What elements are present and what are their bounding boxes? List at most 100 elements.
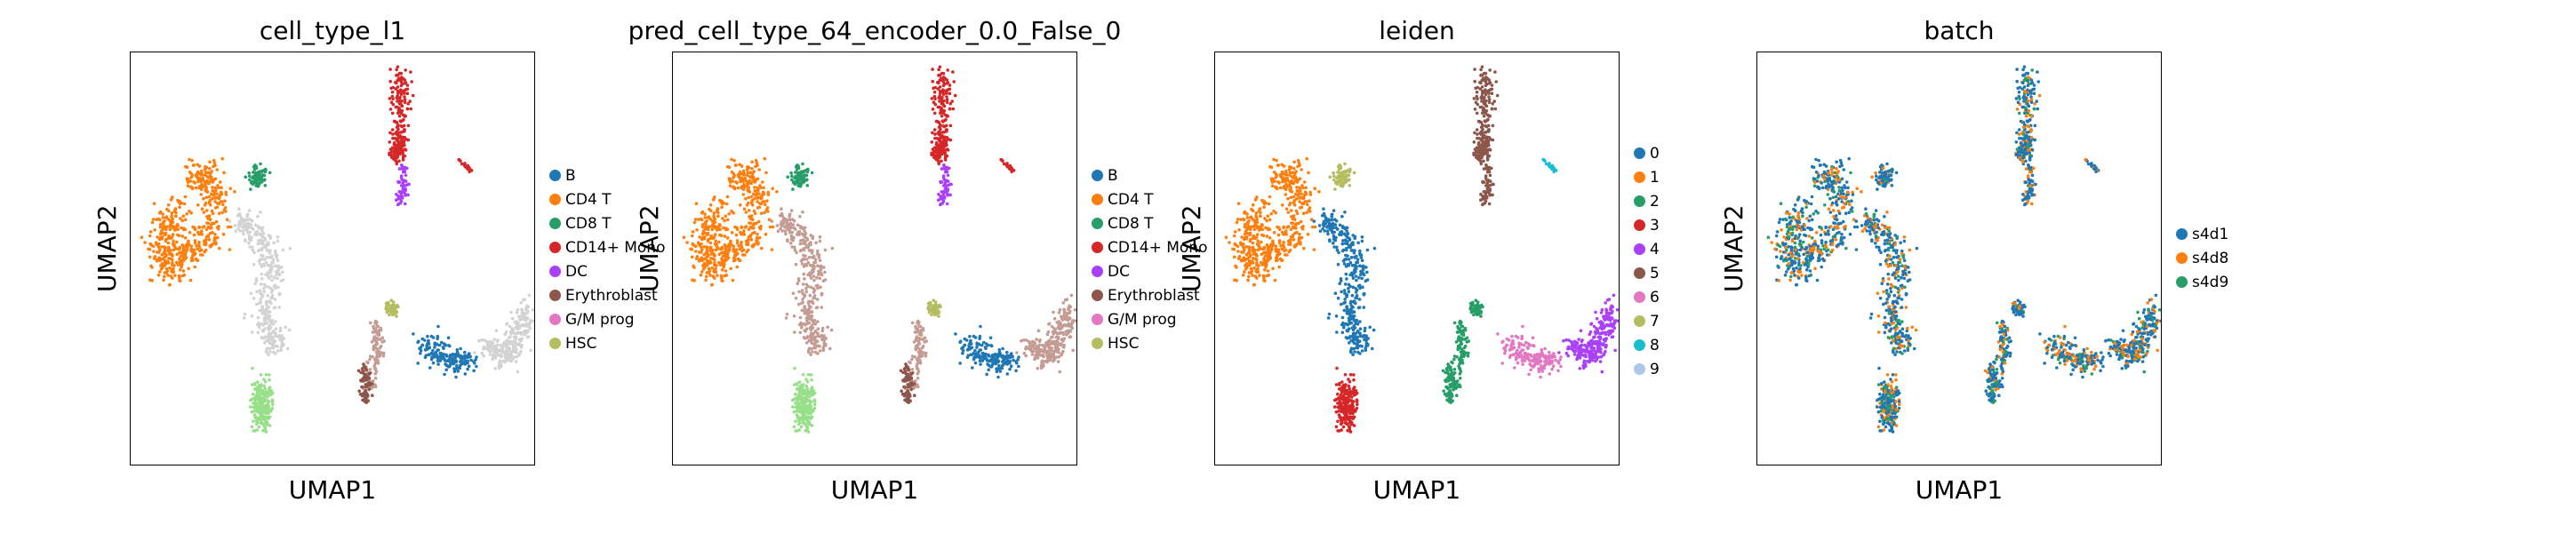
cell-point: [821, 348, 826, 353]
cell-point: [166, 274, 170, 277]
cell-point: [258, 411, 261, 416]
cell-point: [419, 351, 422, 355]
cell-point: [389, 100, 394, 104]
cell-point: [395, 68, 398, 72]
cell-point: [746, 171, 750, 174]
cell-point: [743, 176, 748, 180]
cell-point: [1281, 177, 1284, 181]
cell-point: [749, 201, 754, 205]
cell-point: [799, 401, 803, 405]
cell-point: [810, 314, 814, 318]
cell-point: [1251, 241, 1255, 245]
cell-point: [268, 424, 272, 427]
cell-point: [265, 249, 269, 252]
cell-point: [1322, 207, 1325, 211]
cell-point: [1035, 338, 1038, 341]
cell-point: [518, 318, 523, 322]
cell-point: [212, 158, 216, 163]
cell-point: [182, 247, 186, 251]
cell-point: [408, 99, 412, 103]
cell-point: [1252, 219, 1257, 223]
cell-point: [431, 355, 436, 359]
cell-point: [516, 370, 520, 374]
cell-point: [938, 85, 942, 89]
cell-point: [910, 357, 914, 362]
cell-point: [410, 80, 414, 84]
cell-point: [228, 187, 232, 190]
cell-point: [724, 227, 728, 230]
cell-point: [749, 238, 754, 242]
cell-point: [765, 199, 769, 203]
cell-point: [1304, 186, 1308, 190]
cell-point: [197, 240, 201, 244]
cell-point: [716, 274, 719, 277]
cell-point: [938, 94, 941, 98]
cell-point: [267, 276, 271, 280]
cell-point: [1268, 218, 1272, 222]
cell-point: [1308, 199, 1311, 203]
cell-point: [1268, 195, 1272, 199]
cell-point: [1243, 225, 1247, 229]
cell-point: [931, 131, 934, 135]
cell-point: [364, 401, 368, 404]
cell-point: [1265, 219, 1268, 223]
cell-point: [794, 405, 798, 410]
cell-point: [274, 320, 277, 323]
cell-point: [820, 333, 824, 338]
cell-point: [395, 160, 398, 164]
cell-point: [390, 94, 395, 99]
cell-point: [748, 175, 752, 179]
cell-point: [1298, 233, 1301, 236]
cell-point: [906, 383, 909, 386]
cell-point: [463, 350, 467, 354]
cell-point: [720, 276, 724, 280]
cell-point: [693, 218, 698, 221]
legend: B CD4 T CD8 T CD14+ Mono DC Erythroblast G/M p…: [549, 163, 665, 355]
cell-point: [803, 229, 806, 233]
cell-point: [523, 298, 527, 301]
scatter-plot: [140, 65, 534, 434]
cell-point: [1256, 239, 1260, 243]
cell-point: [502, 359, 506, 363]
cell-point: [463, 162, 467, 165]
cell-point: [392, 119, 396, 123]
cell-point: [179, 217, 182, 220]
cell-point: [1047, 350, 1051, 354]
cell-point: [1005, 362, 1009, 366]
legend-entry: DC: [1092, 259, 1207, 283]
cell-point: [1048, 357, 1052, 362]
cell-point: [204, 171, 208, 174]
x-axis-label: UMAP1: [830, 475, 919, 505]
legend-entry: HSC: [549, 331, 665, 355]
cell-point: [797, 233, 801, 237]
cell-point: [1295, 197, 1299, 201]
cell-point: [216, 202, 220, 205]
cell-point: [824, 337, 828, 340]
cell-point: [805, 386, 809, 391]
cell-point: [706, 263, 709, 267]
cell-point: [258, 301, 261, 306]
cell-point: [182, 202, 187, 206]
cell-point: [268, 171, 272, 175]
legend-label: Erythroblast: [565, 286, 658, 305]
cell-point: [1305, 156, 1308, 161]
cell-point: [1003, 358, 1006, 362]
cell-point: [706, 231, 710, 235]
cell-point: [804, 290, 809, 294]
cell-point: [466, 367, 469, 371]
cell-point: [810, 373, 813, 377]
cell-point: [523, 314, 526, 318]
cell-point: [938, 78, 941, 83]
cell-point: [695, 255, 700, 259]
cell-point: [978, 334, 982, 338]
legend-marker: [1092, 290, 1103, 301]
cell-point: [712, 211, 716, 215]
cell-point: [1287, 179, 1292, 184]
cluster-mid-left: [899, 362, 916, 404]
cell-point: [1300, 226, 1304, 229]
cell-point: [1005, 162, 1009, 165]
cell-point: [731, 278, 735, 282]
cell-point: [403, 82, 407, 85]
cell-point: [1271, 242, 1275, 245]
cell-point: [1272, 231, 1276, 235]
